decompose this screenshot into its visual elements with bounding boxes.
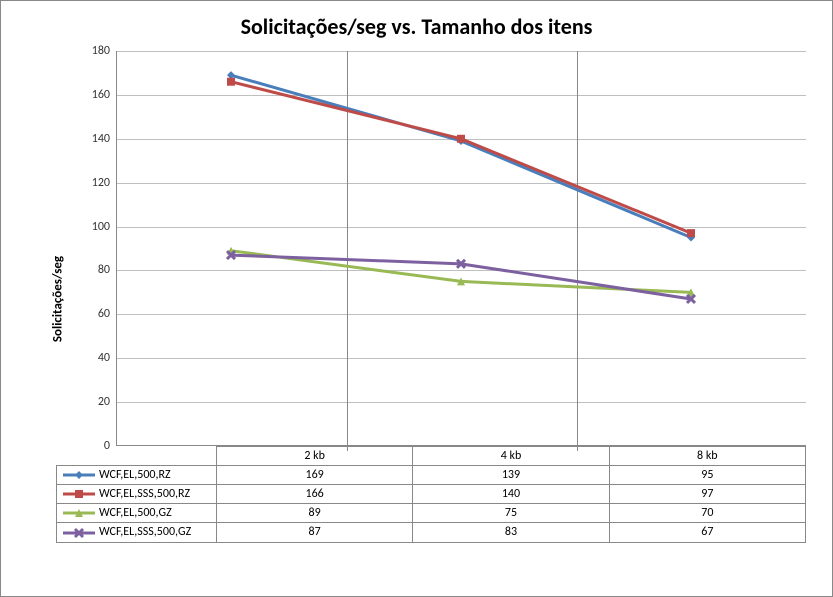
- series-name: WCF,EL,SSS,500,RZ: [99, 487, 190, 501]
- ytick-label: 100: [92, 220, 110, 234]
- legend-swatch: [61, 468, 97, 482]
- series-name: WCF,EL,500,RZ: [99, 468, 171, 482]
- plot-area: 020406080100120140160180: [116, 51, 806, 446]
- marker-square: [457, 135, 465, 143]
- series-line: [231, 82, 691, 233]
- data-cell: 67: [609, 523, 805, 542]
- chart-container: Solicitações/seg vs. Tamanho dos itens S…: [0, 0, 833, 597]
- y-axis-label: Solicitações/seg: [51, 255, 66, 341]
- marker-square: [75, 490, 83, 498]
- ytick-label: 60: [98, 307, 110, 321]
- data-cell: 97: [609, 485, 805, 504]
- marker-square: [227, 78, 235, 86]
- legend-cell: WCF,EL,500,GZ: [57, 504, 217, 523]
- table-blank-cell: [57, 447, 217, 466]
- data-cell: 87: [216, 523, 412, 542]
- data-cell: 166: [216, 485, 412, 504]
- data-cell: 89: [216, 504, 412, 523]
- ytick-label: 140: [92, 132, 110, 146]
- marker-diamond: [75, 471, 83, 479]
- data-cell: 83: [413, 523, 609, 542]
- category-header: 4 kb: [413, 447, 609, 466]
- legend-swatch: [61, 506, 97, 520]
- data-cell: 95: [609, 466, 805, 485]
- ytick-label: 80: [98, 263, 110, 277]
- legend-swatch: [61, 487, 97, 501]
- ytick-label: 20: [98, 395, 110, 409]
- data-cell: 75: [413, 504, 609, 523]
- plot-wrap: Solicitações/seg 02040608010012014016018…: [1, 1, 832, 596]
- category-header: 2 kb: [216, 447, 412, 466]
- series-name: WCF,EL,500,GZ: [99, 506, 172, 520]
- ytick-label: 40: [98, 351, 110, 365]
- data-cell: 169: [216, 466, 412, 485]
- series-line: [231, 255, 691, 299]
- legend-cell: WCF,EL,SSS,500,RZ: [57, 485, 217, 504]
- ytick-label: 160: [92, 88, 110, 102]
- data-cell: 139: [413, 466, 609, 485]
- series-name: WCF,EL,SSS,500,GZ: [99, 525, 191, 539]
- legend-cell: WCF,EL,SSS,500,GZ: [57, 523, 217, 542]
- category-header: 8 kb: [609, 447, 805, 466]
- legend-cell: WCF,EL,500,RZ: [57, 466, 217, 485]
- ytick-label: 120: [92, 176, 110, 190]
- marker-square: [687, 229, 695, 237]
- data-table: 2 kb4 kb8 kb WCF,EL,500,RZ 16913995 WCF,EL,…: [56, 446, 806, 543]
- data-cell: 70: [609, 504, 805, 523]
- ytick-label: 180: [92, 44, 110, 58]
- data-cell: 140: [413, 485, 609, 504]
- chart-lines-svg: [116, 51, 806, 446]
- legend-swatch: [61, 526, 97, 540]
